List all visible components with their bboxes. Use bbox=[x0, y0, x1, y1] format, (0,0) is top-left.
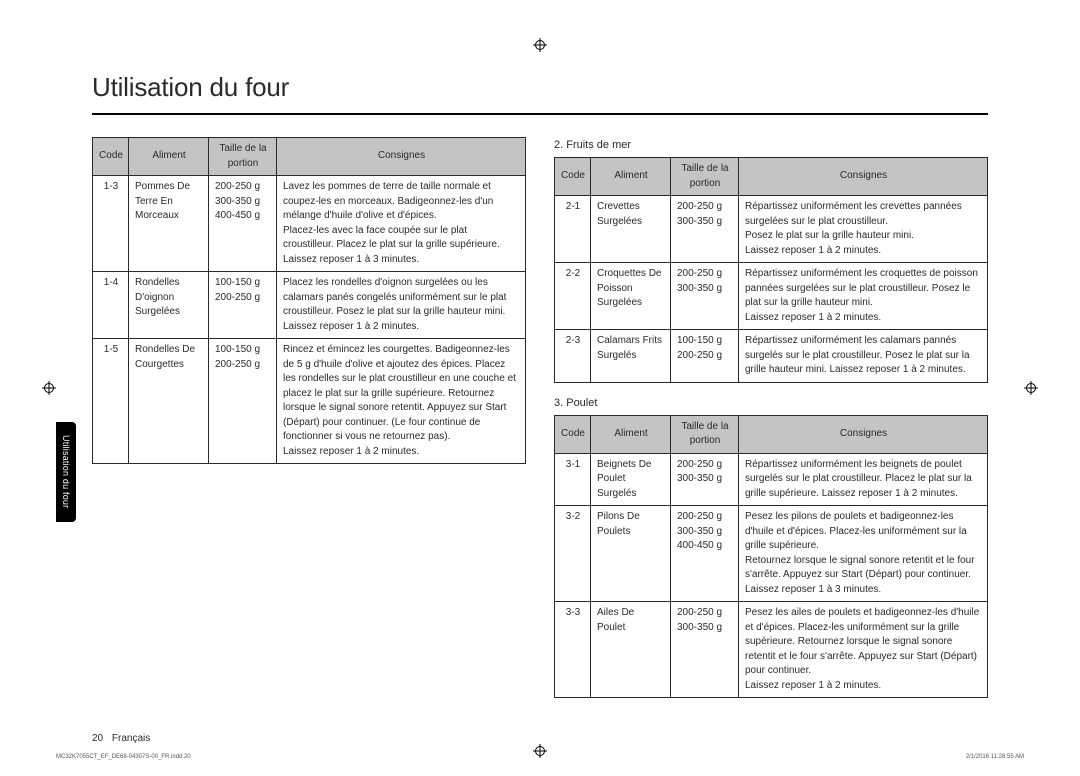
cell-portion: 100-150 g200-250 g bbox=[209, 272, 277, 339]
footprint-file: MC32K7055CT_EF_DE68-04307S-00_FR.indd 20 bbox=[56, 754, 191, 760]
cell-aliment: Croquettes De Poisson Surgelées bbox=[591, 263, 671, 330]
cell-code: 1-5 bbox=[93, 339, 129, 464]
th-portion: Taille de la portion bbox=[209, 138, 277, 176]
cell-code: 2-1 bbox=[555, 196, 591, 263]
th-consignes: Consignes bbox=[739, 158, 988, 196]
section-heading-fruits-de-mer: 2. Fruits de mer bbox=[554, 139, 988, 151]
th-aliment: Aliment bbox=[129, 138, 209, 176]
table-row: 1-3 Pommes De Terre En Morceaux 200-250 … bbox=[93, 176, 526, 272]
th-consignes: Consignes bbox=[277, 138, 526, 176]
page-title: Utilisation du four bbox=[92, 72, 988, 103]
table-header-row: Code Aliment Taille de la portion Consig… bbox=[555, 415, 988, 453]
crop-mark-icon bbox=[535, 746, 545, 756]
cell-portion: 100-150 g200-250 g bbox=[671, 330, 739, 383]
crop-mark-icon bbox=[535, 40, 545, 50]
th-code: Code bbox=[555, 415, 591, 453]
cell-consignes: Pesez les ailes de poulets et badigeonne… bbox=[739, 602, 988, 698]
cell-code: 3-3 bbox=[555, 602, 591, 698]
cell-code: 3-2 bbox=[555, 506, 591, 602]
th-aliment: Aliment bbox=[591, 415, 671, 453]
table-row: 3-1 Beignets De Poulet Surgelés 200-250 … bbox=[555, 453, 988, 506]
cell-portion: 200-250 g300-350 g bbox=[671, 263, 739, 330]
table-poulet: Code Aliment Taille de la portion Consig… bbox=[554, 415, 988, 699]
table-row: 2-3 Calamars Frits Surgelés 100-150 g200… bbox=[555, 330, 988, 383]
table-row: 3-2 Pilons De Poulets 200-250 g300-350 g… bbox=[555, 506, 988, 602]
th-portion: Taille de la portion bbox=[671, 158, 739, 196]
cell-aliment: Ailes De Poulet bbox=[591, 602, 671, 698]
cell-portion: 100-150 g200-250 g bbox=[209, 339, 277, 464]
footer-language: Français bbox=[112, 733, 150, 744]
table-section-1: Code Aliment Taille de la portion Consig… bbox=[92, 137, 526, 464]
cell-aliment: Rondelles D'oignon Surgelées bbox=[129, 272, 209, 339]
footprint-timestamp: 2/1/2016 11:28:55 AM bbox=[966, 754, 1024, 760]
table-row: 2-2 Croquettes De Poisson Surgelées 200-… bbox=[555, 263, 988, 330]
title-rule bbox=[92, 113, 988, 115]
cell-consignes: Répartissez uniformément les croquettes … bbox=[739, 263, 988, 330]
cell-code: 1-3 bbox=[93, 176, 129, 272]
cell-code: 2-3 bbox=[555, 330, 591, 383]
cell-consignes: Répartissez uniformément les calamars pa… bbox=[739, 330, 988, 383]
cell-aliment: Crevettes Surgelées bbox=[591, 196, 671, 263]
cell-consignes: Placez les rondelles d'oignon surgelées … bbox=[277, 272, 526, 339]
footer: 20 Français bbox=[92, 733, 150, 744]
table-row: 1-5 Rondelles De Courgettes 100-150 g200… bbox=[93, 339, 526, 464]
cell-aliment: Rondelles De Courgettes bbox=[129, 339, 209, 464]
right-column: 2. Fruits de mer Code Aliment Taille de … bbox=[554, 137, 988, 712]
cell-aliment: Beignets De Poulet Surgelés bbox=[591, 453, 671, 506]
table-header-row: Code Aliment Taille de la portion Consig… bbox=[555, 158, 988, 196]
cell-consignes: Rincez et émincez les courgettes. Badige… bbox=[277, 339, 526, 464]
cell-portion: 200-250 g300-350 g bbox=[671, 453, 739, 506]
table-row: 1-4 Rondelles D'oignon Surgelées 100-150… bbox=[93, 272, 526, 339]
page-number: 20 bbox=[92, 733, 103, 744]
th-consignes: Consignes bbox=[739, 415, 988, 453]
cell-consignes: Répartissez uniformément les beignets de… bbox=[739, 453, 988, 506]
table-header-row: Code Aliment Taille de la portion Consig… bbox=[93, 138, 526, 176]
table-row: 2-1 Crevettes Surgelées 200-250 g300-350… bbox=[555, 196, 988, 263]
cell-consignes: Lavez les pommes de terre de taille norm… bbox=[277, 176, 526, 272]
th-portion: Taille de la portion bbox=[671, 415, 739, 453]
cell-aliment: Pommes De Terre En Morceaux bbox=[129, 176, 209, 272]
cell-aliment: Pilons De Poulets bbox=[591, 506, 671, 602]
th-code: Code bbox=[555, 158, 591, 196]
left-column: Code Aliment Taille de la portion Consig… bbox=[92, 137, 526, 712]
cell-code: 1-4 bbox=[93, 272, 129, 339]
cell-aliment: Calamars Frits Surgelés bbox=[591, 330, 671, 383]
cell-consignes: Répartissez uniformément les crevettes p… bbox=[739, 196, 988, 263]
cell-portion: 200-250 g300-350 g bbox=[671, 196, 739, 263]
cell-code: 3-1 bbox=[555, 453, 591, 506]
cell-portion: 200-250 g300-350 g400-450 g bbox=[671, 506, 739, 602]
table-fruits-de-mer: Code Aliment Taille de la portion Consig… bbox=[554, 157, 988, 383]
th-code: Code bbox=[93, 138, 129, 176]
cell-portion: 200-250 g300-350 g400-450 g bbox=[209, 176, 277, 272]
th-aliment: Aliment bbox=[591, 158, 671, 196]
cell-code: 2-2 bbox=[555, 263, 591, 330]
side-tab: Utilisation du four bbox=[56, 422, 76, 522]
cell-consignes: Pesez les pilons de poulets et badigeonn… bbox=[739, 506, 988, 602]
page-content: Utilisation du four Code Aliment Taille … bbox=[92, 72, 988, 712]
section-heading-poulet: 3. Poulet bbox=[554, 397, 988, 409]
crop-mark-icon bbox=[1026, 383, 1036, 393]
table-row: 3-3 Ailes De Poulet 200-250 g300-350 g P… bbox=[555, 602, 988, 698]
crop-mark-icon bbox=[44, 383, 54, 393]
cell-portion: 200-250 g300-350 g bbox=[671, 602, 739, 698]
